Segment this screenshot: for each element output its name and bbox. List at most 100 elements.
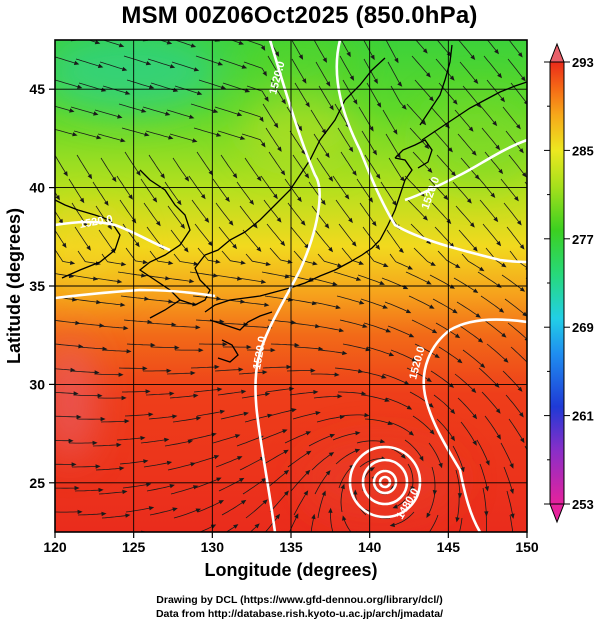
- streamline-arrow: [543, 248, 548, 253]
- streamline-arrow: [160, 173, 165, 179]
- streamline: [242, 479, 265, 495]
- streamline: [70, 370, 97, 373]
- streamline-arrow: [419, 456, 424, 462]
- streamline-arrow: [117, 279, 123, 284]
- streamline-arrow: [321, 199, 326, 206]
- streamline: [385, 133, 400, 157]
- streamline-arrow: [148, 412, 154, 417]
- streamline: [310, 516, 315, 532]
- streamline: [454, 109, 472, 130]
- streamline: [260, 430, 285, 441]
- streamline: [343, 518, 352, 532]
- streamline-arrow: [155, 220, 161, 227]
- streamline: [356, 178, 372, 201]
- streamline-arrow: [375, 244, 381, 250]
- streamline: [269, 247, 290, 263]
- streamline-arrow: [334, 372, 340, 377]
- streamline-arrow: [438, 462, 443, 469]
- streamline-arrow: [425, 72, 431, 78]
- streamline-arrow: [98, 487, 104, 493]
- streamline: [460, 421, 476, 444]
- streamline-arrow: [144, 296, 150, 301]
- streamline: [436, 154, 455, 175]
- streamline-arrow: [325, 81, 331, 87]
- streamline: [119, 199, 135, 222]
- streamline: [95, 467, 122, 471]
- streamline: [501, 274, 524, 291]
- streamline: [221, 250, 243, 264]
- streamline: [528, 470, 538, 494]
- streamline: [459, 517, 463, 532]
- streamline-arrow: [501, 332, 507, 338]
- streamline: [171, 61, 197, 71]
- streamline: [101, 253, 124, 265]
- streamline: [218, 226, 236, 248]
- streamline-arrow: [283, 449, 289, 455]
- streamline-arrow: [394, 57, 399, 64]
- streamline: [359, 458, 384, 468]
- streamline-arrow: [443, 194, 449, 201]
- streamline-arrow: [328, 507, 333, 513]
- streamline-arrow: [429, 96, 434, 102]
- streamline: [215, 40, 218, 41]
- streamline-arrow: [302, 78, 307, 84]
- streamline: [191, 199, 208, 221]
- streamline-arrow: [152, 197, 158, 203]
- streamline: [193, 388, 220, 393]
- streamline: [241, 133, 265, 146]
- streamline: [387, 325, 412, 337]
- streamline: [339, 319, 365, 327]
- streamline: [236, 181, 253, 203]
- streamline-arrow: [455, 263, 461, 269]
- streamline-arrow: [430, 261, 436, 266]
- colorbar-max-arrow: [549, 42, 565, 63]
- colorbar-label: 277: [572, 232, 594, 247]
- streamline-arrow: [297, 125, 303, 132]
- streamline: [265, 388, 292, 393]
- streamline-arrow: [294, 513, 299, 519]
- x-tick-label: 150: [515, 539, 539, 555]
- colorbar-label: 261: [572, 409, 594, 424]
- x-tick-label: 140: [358, 539, 382, 555]
- streamline-arrow: [283, 469, 290, 475]
- streamline-arrow: [260, 279, 267, 284]
- streamline-arrow: [303, 490, 309, 496]
- streamline: [382, 109, 397, 133]
- streamline: [260, 175, 277, 197]
- streamline: [264, 515, 279, 532]
- streamline-arrow: [100, 416, 106, 422]
- streamline: [70, 106, 96, 115]
- streamline: [77, 513, 104, 516]
- streamline: [125, 507, 152, 513]
- streamline-arrow: [77, 84, 83, 89]
- streamline: [212, 435, 238, 444]
- streamline: [245, 40, 265, 49]
- streamline-arrow: [107, 224, 112, 230]
- streamline: [92, 444, 119, 447]
- streamline: [502, 370, 521, 390]
- streamline: [412, 415, 433, 433]
- streamline-arrow: [398, 247, 404, 253]
- streamline: [313, 40, 326, 61]
- streamline-arrow: [123, 325, 129, 331]
- streamline-arrow: [454, 333, 461, 339]
- streamline: [239, 457, 263, 471]
- streamline: [244, 157, 261, 180]
- streamline: [261, 271, 288, 278]
- streamline-arrow: [335, 304, 341, 310]
- streamline-arrow: [273, 122, 279, 129]
- streamline: [476, 175, 494, 196]
- streamline: [308, 434, 333, 447]
- streamline-arrow: [168, 135, 174, 140]
- streamline: [532, 326, 551, 343]
- streamline-arrow: [166, 40, 173, 45]
- streamline-arrow: [306, 450, 312, 456]
- streamline: [531, 494, 539, 518]
- streamline: [390, 349, 415, 361]
- streamline-arrow: [212, 108, 219, 113]
- streamline: [366, 82, 381, 106]
- streamline: [533, 422, 547, 444]
- streamline: [388, 157, 404, 180]
- streamline: [78, 346, 105, 350]
- streamline-arrow: [145, 389, 151, 394]
